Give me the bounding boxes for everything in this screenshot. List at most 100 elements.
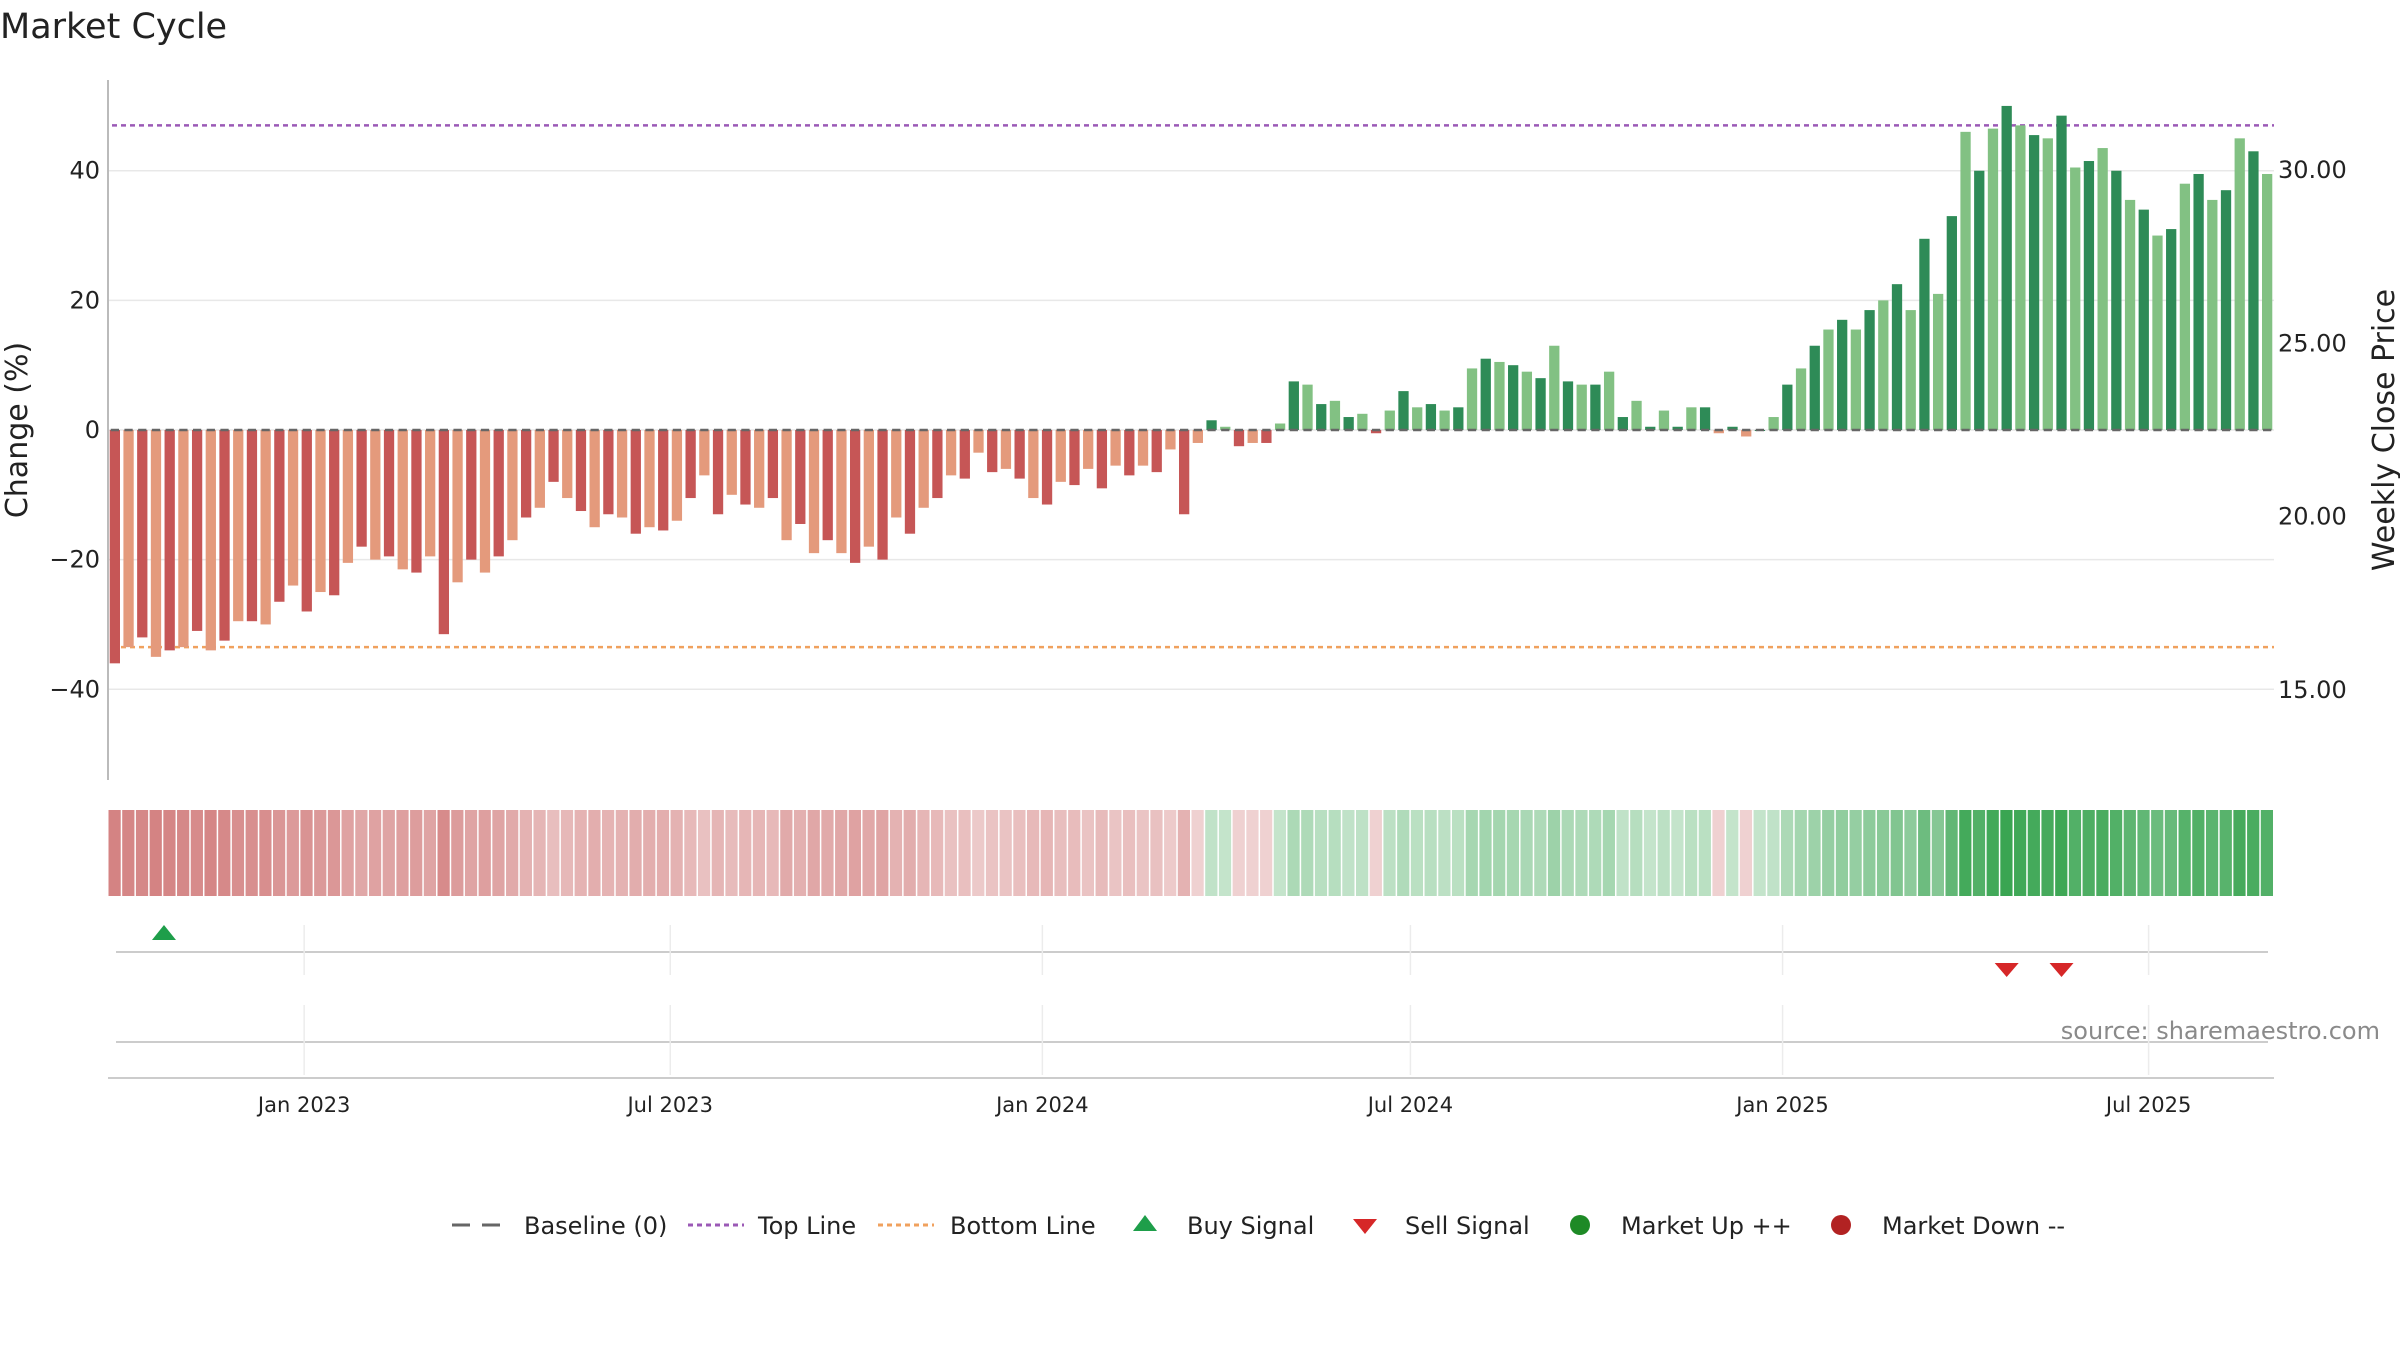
change-bar (2152, 235, 2163, 430)
change-bar (699, 430, 710, 476)
change-bar (2262, 173, 2273, 430)
strip-cell (1342, 810, 1355, 896)
change-bar (1357, 413, 1368, 430)
x-axis-ticks: Jan 2023 Jul 2023 Jan 2024 Jul 2024 Jan 2025… (256, 1093, 2191, 1117)
change-bar (1096, 430, 1108, 489)
strip-cell (944, 810, 957, 896)
change-bar (178, 430, 189, 648)
change-bar (781, 430, 792, 541)
change-bar (932, 430, 943, 499)
change-bar (1713, 430, 1724, 434)
legend-swatch-sell-icon (1353, 1219, 1377, 1234)
change-bar (1466, 368, 1478, 430)
change-bar (534, 430, 545, 508)
strip-cell (1301, 810, 1314, 896)
change-bar (1494, 361, 1505, 430)
change-bar (1370, 430, 1382, 434)
strip-cell (917, 810, 930, 896)
strip-cell (382, 810, 395, 896)
change-bar (191, 430, 203, 631)
cycle-intensity-strip (108, 810, 2273, 896)
strip-cell (560, 810, 574, 896)
strip-cell (437, 810, 450, 896)
strip-cell (1959, 810, 1972, 896)
change-bar (1645, 426, 1656, 430)
change-bar (109, 430, 120, 664)
chart-title: Market Cycle (0, 7, 227, 47)
change-bar (1439, 410, 1450, 430)
change-bar (589, 430, 600, 528)
strip-cell (1506, 810, 1520, 896)
strip-cell (1122, 810, 1136, 896)
strip-cell (1863, 810, 1876, 896)
strip-cell (2151, 810, 2164, 896)
change-bar (1837, 319, 1848, 430)
change-bar (493, 430, 504, 557)
change-bars (109, 105, 2273, 664)
strip-cell (1726, 810, 1739, 896)
strip-cell (2164, 810, 2178, 896)
change-bar (1741, 430, 1752, 437)
strip-cell (506, 810, 519, 896)
strip-cell (1356, 810, 1369, 896)
strip-cell (1026, 810, 1040, 896)
change-bar (1480, 358, 1491, 430)
strip-cell (149, 810, 162, 896)
change-bar (1014, 430, 1025, 479)
change-bar (1672, 426, 1683, 430)
change-bar (383, 430, 395, 557)
change-bar (1727, 426, 1738, 430)
change-bar (973, 430, 984, 453)
change-bar (1316, 404, 1327, 430)
y2-tick-label: 20.00 (2278, 503, 2347, 531)
strip-cell (1136, 810, 1149, 896)
strip-cell (1918, 810, 1931, 896)
strip-cell (1479, 810, 1492, 896)
change-bar (987, 430, 998, 473)
change-bar (1864, 310, 1875, 430)
strip-cell (835, 810, 848, 896)
strip-cell (478, 810, 491, 896)
change-bar (1124, 430, 1135, 476)
strip-cell (889, 810, 903, 896)
change-bar (1919, 238, 1930, 430)
x-tick-label: Jul 2025 (2104, 1093, 2191, 1117)
strip-cell (2014, 810, 2027, 896)
change-bar (2248, 151, 2259, 430)
strip-cell (1013, 810, 1026, 896)
strip-cell (1698, 810, 1711, 896)
strip-cell (231, 810, 245, 896)
strip-cell (739, 810, 752, 896)
change-bar (1220, 426, 1231, 430)
change-bar (137, 430, 148, 638)
change-bar (2220, 190, 2232, 430)
strip-cell (1273, 810, 1286, 896)
source-text: source: sharemaestro.com (2061, 1017, 2380, 1045)
strip-cell (1972, 810, 1986, 896)
strip-cell (1767, 810, 1780, 896)
strip-cell (177, 810, 190, 896)
y-axis-title: Change (%) (0, 342, 35, 518)
change-bar (644, 430, 655, 528)
change-bar (1151, 430, 1162, 473)
strip-cell (931, 810, 944, 896)
change-bar (1041, 430, 1053, 505)
change-bar (123, 430, 134, 648)
strip-cell (1424, 810, 1437, 896)
change-bar (164, 430, 175, 651)
change-bar (2111, 170, 2122, 431)
change-bar (575, 430, 587, 512)
change-bar (1521, 371, 1533, 430)
strip-cell (2219, 810, 2232, 896)
strip-cell (1383, 810, 1396, 896)
change-bar (411, 430, 422, 573)
strip-cell (1493, 810, 1506, 896)
change-bar (2056, 115, 2067, 431)
change-bar (1960, 131, 1971, 430)
change-bar (548, 430, 559, 482)
change-bar (1233, 430, 1245, 447)
change-bar (260, 430, 271, 625)
change-bar (219, 430, 230, 641)
change-bar (1535, 378, 1546, 430)
